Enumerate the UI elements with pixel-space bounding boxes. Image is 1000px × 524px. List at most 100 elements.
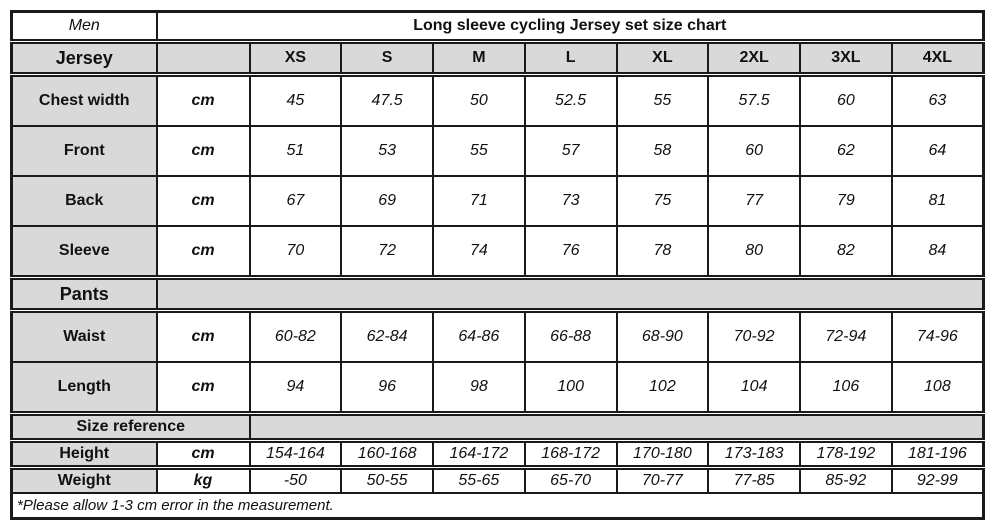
value-cell: 51 (248, 125, 343, 177)
size-col-header-xl: XL (615, 39, 710, 77)
value-cell: 168-172 (523, 439, 618, 470)
unit-cell: cm (155, 361, 251, 415)
section-label-jersey: Jersey (10, 39, 158, 77)
value-cell: 60-82 (248, 309, 343, 363)
unit-cell: cm (155, 175, 251, 227)
value-cell: 108 (890, 361, 985, 415)
value-cell: 72 (340, 225, 434, 279)
size-col-header-m: M (432, 39, 526, 77)
value-cell: 74 (432, 225, 526, 279)
value-cell: 71 (432, 175, 526, 227)
pants-header-spacer (155, 275, 985, 313)
value-cell: 55 (432, 125, 526, 177)
value-cell: 102 (615, 361, 710, 415)
value-cell: 160-168 (340, 439, 434, 470)
table-row-height: Height cm 154-164 160-168 164-172 168-17… (10, 439, 985, 470)
size-col-header-s: S (340, 39, 434, 77)
section-label-size-reference: Size reference (10, 411, 251, 443)
gender-label: Men (10, 10, 158, 43)
size-reference-header-row: Size reference (10, 411, 985, 443)
value-cell: 47.5 (340, 73, 434, 127)
unit-cell: cm (155, 225, 251, 279)
value-cell: 181-196 (890, 439, 985, 470)
value-cell: 76 (523, 225, 618, 279)
size-col-header-4xl: 4XL (890, 39, 985, 77)
value-cell: 50 (432, 73, 526, 127)
value-cell: 77 (707, 175, 801, 227)
unit-header-spacer (155, 39, 251, 77)
table-row-weight: Weight kg -50 50-55 55-65 65-70 70-77 77… (10, 466, 985, 494)
value-cell: 77-85 (707, 466, 801, 494)
size-col-header-2xl: 2XL (707, 39, 801, 77)
value-cell: 100 (523, 361, 618, 415)
value-cell: 70 (248, 225, 343, 279)
size-col-header-3xl: 3XL (799, 39, 893, 77)
value-cell: 170-180 (615, 439, 710, 470)
value-cell: 55 (615, 73, 710, 127)
table-row-chest-width: Chest width cm 45 47.5 50 52.5 55 57.5 6… (10, 73, 985, 127)
value-cell: 94 (248, 361, 343, 415)
row-label: Weight (10, 466, 158, 494)
value-cell: 66-88 (523, 309, 618, 363)
value-cell: 68-90 (615, 309, 710, 363)
row-label: Front (10, 125, 158, 177)
value-cell: 81 (890, 175, 985, 227)
value-cell: 57.5 (707, 73, 801, 127)
value-cell: 173-183 (707, 439, 801, 470)
row-label: Height (10, 439, 158, 470)
value-cell: 74-96 (890, 309, 985, 363)
value-cell: 84 (890, 225, 985, 279)
value-cell: 104 (707, 361, 801, 415)
table-row-back: Back cm 67 69 71 73 75 77 79 81 (10, 175, 985, 227)
value-cell: 164-172 (432, 439, 526, 470)
value-cell: 60 (707, 125, 801, 177)
value-cell: 58 (615, 125, 710, 177)
row-label: Chest width (10, 73, 158, 127)
value-cell: 62 (799, 125, 893, 177)
unit-cell: cm (155, 439, 251, 470)
footnote-row: *Please allow 1-3 cm error in the measur… (10, 492, 985, 520)
footnote-text: *Please allow 1-3 cm error in the measur… (10, 492, 985, 520)
unit-cell: cm (155, 73, 251, 127)
pants-header-row: Pants (10, 275, 985, 313)
value-cell: 65-70 (523, 466, 618, 494)
value-cell: 55-65 (432, 466, 526, 494)
value-cell: 60 (799, 73, 893, 127)
section-label-pants: Pants (10, 275, 158, 313)
value-cell: 92-99 (890, 466, 985, 494)
value-cell: 62-84 (340, 309, 434, 363)
value-cell: 52.5 (523, 73, 618, 127)
title-row: Men Long sleeve cycling Jersey set size … (10, 10, 985, 43)
value-cell: 70-77 (615, 466, 710, 494)
size-col-header-xs: XS (248, 39, 343, 77)
row-label: Length (10, 361, 158, 415)
value-cell: 70-92 (707, 309, 801, 363)
unit-cell: kg (155, 466, 251, 494)
size-reference-spacer (248, 411, 985, 443)
table-row-front: Front cm 51 53 55 57 58 60 62 64 (10, 125, 985, 177)
table-row-waist: Waist cm 60-82 62-84 64-86 66-88 68-90 7… (10, 309, 985, 363)
table-row-sleeve: Sleeve cm 70 72 74 76 78 80 82 84 (10, 225, 985, 279)
value-cell: 80 (707, 225, 801, 279)
value-cell: 72-94 (799, 309, 893, 363)
value-cell: 75 (615, 175, 710, 227)
value-cell: 178-192 (799, 439, 893, 470)
value-cell: -50 (248, 466, 343, 494)
value-cell: 82 (799, 225, 893, 279)
unit-cell: cm (155, 309, 251, 363)
value-cell: 45 (248, 73, 343, 127)
unit-cell: cm (155, 125, 251, 177)
size-col-header-l: L (523, 39, 618, 77)
value-cell: 53 (340, 125, 434, 177)
value-cell: 154-164 (248, 439, 343, 470)
table-row-length: Length cm 94 96 98 100 102 104 106 108 (10, 361, 985, 415)
chart-title: Long sleeve cycling Jersey set size char… (155, 10, 985, 43)
value-cell: 73 (523, 175, 618, 227)
value-cell: 67 (248, 175, 343, 227)
value-cell: 50-55 (340, 466, 434, 494)
value-cell: 98 (432, 361, 526, 415)
size-chart-table: Men Long sleeve cycling Jersey set size … (10, 10, 985, 520)
value-cell: 85-92 (799, 466, 893, 494)
value-cell: 78 (615, 225, 710, 279)
